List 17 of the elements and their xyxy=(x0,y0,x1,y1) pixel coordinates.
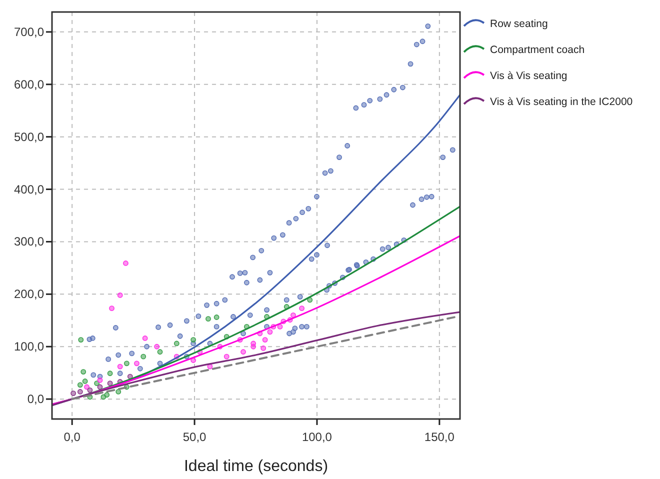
x-tick-label: 0,0 xyxy=(64,430,81,444)
y-tick-label: 500,0 xyxy=(14,130,44,144)
y-tick-label: 600,0 xyxy=(14,77,44,92)
legend-label: Row seating xyxy=(490,18,548,30)
y-tick-label: 300,0 xyxy=(14,234,44,249)
y-tick-label: 700,0 xyxy=(14,24,44,39)
legend-label: Compartment coach xyxy=(490,44,585,56)
legend-label: Vis à Vis seating xyxy=(490,70,568,82)
x-tick-label: 100,0 xyxy=(302,430,332,444)
y-tick-label: 100,0 xyxy=(14,340,44,354)
x-tick-label: 150,0 xyxy=(424,430,455,444)
y-tick-label: 400,0 xyxy=(14,182,44,196)
y-tick-label: 0,0 xyxy=(27,392,44,406)
y-tick-label: 200,0 xyxy=(14,287,44,302)
legend-label: Vis à Vis seating in the IC2000 xyxy=(490,96,633,108)
x-tick-label: 50,0 xyxy=(182,430,207,444)
x-axis-title: Ideal time (seconds) xyxy=(184,458,328,475)
